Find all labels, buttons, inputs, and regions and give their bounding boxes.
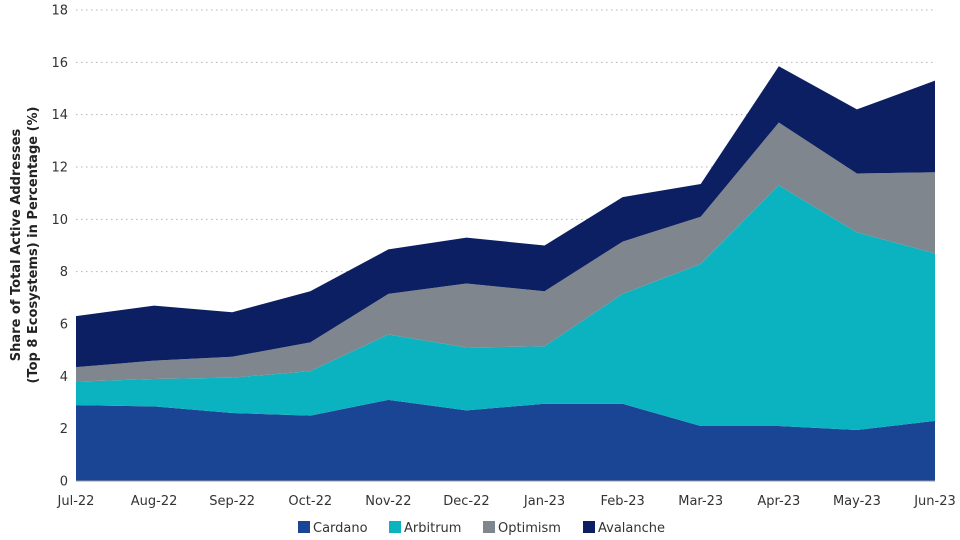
legend: Cardano Arbitrum Optimism Avalanche (298, 521, 665, 536)
x-tick-label: Jun-23 (913, 494, 956, 509)
area-cardano (76, 399, 935, 481)
x-tick-label: Mar-23 (678, 494, 723, 509)
legend-swatch (483, 521, 495, 533)
y-tick-label: 8 (60, 265, 68, 280)
x-tick-label: May-23 (833, 494, 881, 509)
x-tick-label: Jul-22 (57, 494, 95, 509)
legend-label: Cardano (313, 521, 368, 536)
legend-item-arbitrum: Arbitrum (389, 521, 461, 536)
y-axis-title: Share of Total Active Addresses (Top 8 E… (9, 107, 41, 384)
area-avalanche (76, 66, 935, 368)
area-optimism (76, 122, 935, 382)
y-tick-label: 2 (60, 422, 68, 437)
x-tick-label: Nov-22 (365, 494, 411, 509)
y-tick-label: 6 (60, 318, 68, 333)
x-tick-label: Sep-22 (209, 494, 255, 509)
y-tick-label: 18 (51, 4, 68, 19)
y-tick-label: 16 (51, 56, 68, 71)
area-series (76, 66, 935, 481)
y-axis-title-line-1: Share of Total Active Addresses (9, 128, 24, 361)
x-tick-label: Oct-22 (288, 494, 332, 509)
legend-item-avalanche: Avalanche (583, 521, 665, 536)
y-axis-ticks: 0 2 4 6 8 10 12 14 16 18 (51, 4, 68, 490)
area-arbitrum (76, 185, 935, 430)
legend-item-optimism: Optimism (483, 521, 561, 536)
y-tick-label: 12 (51, 161, 68, 176)
x-tick-label: Aug-22 (131, 494, 178, 509)
y-tick-label: 14 (51, 108, 68, 123)
x-tick-label: Apr-23 (757, 494, 800, 509)
legend-swatch (583, 521, 595, 533)
legend-label: Optimism (498, 521, 561, 536)
x-tick-label: Jan-23 (523, 494, 565, 509)
legend-label: Arbitrum (404, 521, 461, 536)
x-tick-label: Dec-22 (443, 494, 489, 509)
y-tick-label: 10 (51, 213, 68, 228)
legend-swatch (298, 521, 310, 533)
legend-label: Avalanche (598, 521, 665, 536)
x-tick-label: Feb-23 (601, 494, 645, 509)
x-axis-ticks: Jul-22 Aug-22 Sep-22 Oct-22 Nov-22 Dec-22 Jan-… (57, 494, 956, 509)
legend-item-cardano: Cardano (298, 521, 368, 536)
legend-swatch (389, 521, 401, 533)
y-tick-label: 4 (60, 370, 68, 385)
y-axis-title-line-2: (Top 8 Ecosystems) in Percentage (%) (26, 107, 41, 384)
y-tick-label: 0 (60, 475, 68, 490)
